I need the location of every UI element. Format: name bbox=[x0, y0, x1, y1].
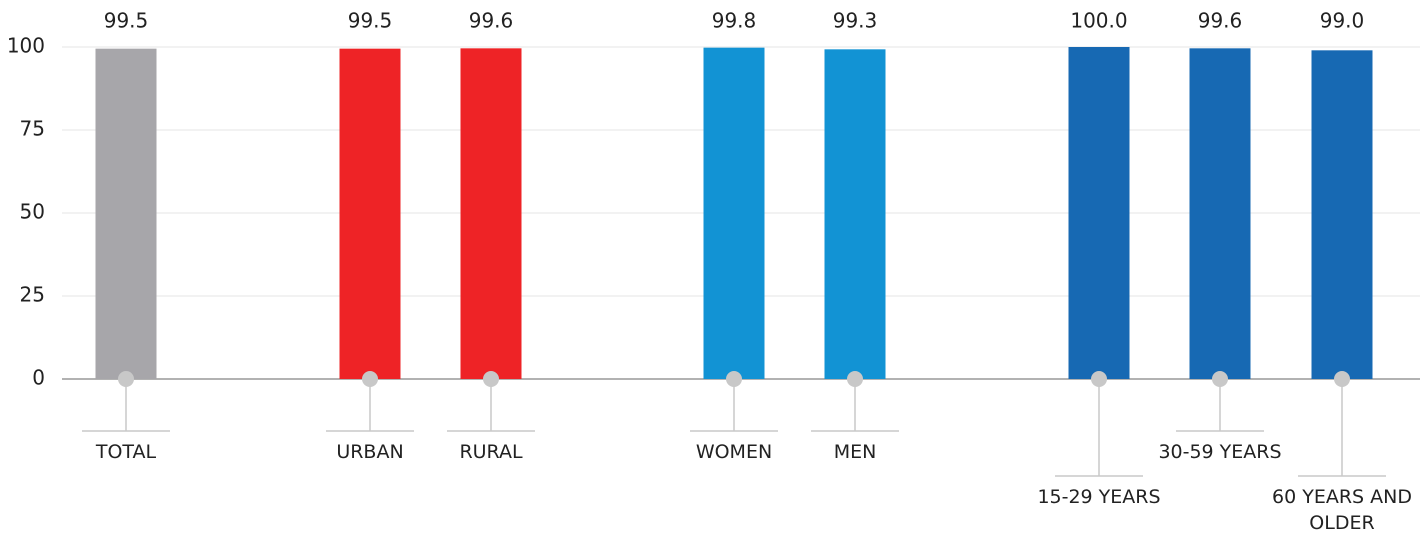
y-tick-label: 100 bbox=[7, 34, 45, 58]
x-tick-label: TOTAL bbox=[95, 441, 157, 463]
marker-dot bbox=[1334, 371, 1350, 387]
value-label: 100.0 bbox=[1070, 9, 1127, 33]
value-label: 99.6 bbox=[469, 9, 514, 33]
marker-dot bbox=[1091, 371, 1107, 387]
y-tick-label: 75 bbox=[20, 117, 45, 141]
value-label: 99.6 bbox=[1198, 9, 1243, 33]
marker-dot bbox=[847, 371, 863, 387]
marker-dot bbox=[483, 371, 499, 387]
bar bbox=[1189, 48, 1251, 379]
value-label: 99.3 bbox=[833, 9, 878, 33]
x-tick-label: 15-29 YEARS bbox=[1037, 486, 1161, 508]
bar bbox=[703, 47, 765, 379]
bar bbox=[339, 48, 401, 379]
x-tick-label: 60 YEARS AND OLDER bbox=[1272, 486, 1412, 534]
bar bbox=[824, 49, 886, 379]
marker-dot bbox=[726, 371, 742, 387]
marker-dot bbox=[1212, 371, 1228, 387]
x-tick-label: 30-59 YEARS bbox=[1158, 441, 1282, 463]
x-tick-label: URBAN bbox=[336, 441, 404, 463]
bar bbox=[1068, 47, 1130, 379]
value-label: 99.5 bbox=[348, 9, 393, 33]
bar bbox=[95, 48, 157, 379]
value-label: 99.8 bbox=[712, 9, 757, 33]
bar bbox=[1311, 50, 1373, 379]
x-tick-label: RURAL bbox=[459, 441, 523, 463]
y-tick-label: 50 bbox=[20, 200, 45, 224]
x-tick-label: MEN bbox=[833, 441, 877, 463]
value-label: 99.0 bbox=[1320, 9, 1365, 33]
marker-dot bbox=[118, 371, 134, 387]
marker-dot bbox=[362, 371, 378, 387]
value-label: 99.5 bbox=[104, 9, 149, 33]
y-tick-label: 0 bbox=[32, 366, 45, 390]
bar bbox=[460, 48, 522, 379]
y-tick-label: 25 bbox=[20, 283, 45, 307]
x-tick-label: WOMEN bbox=[695, 441, 773, 463]
